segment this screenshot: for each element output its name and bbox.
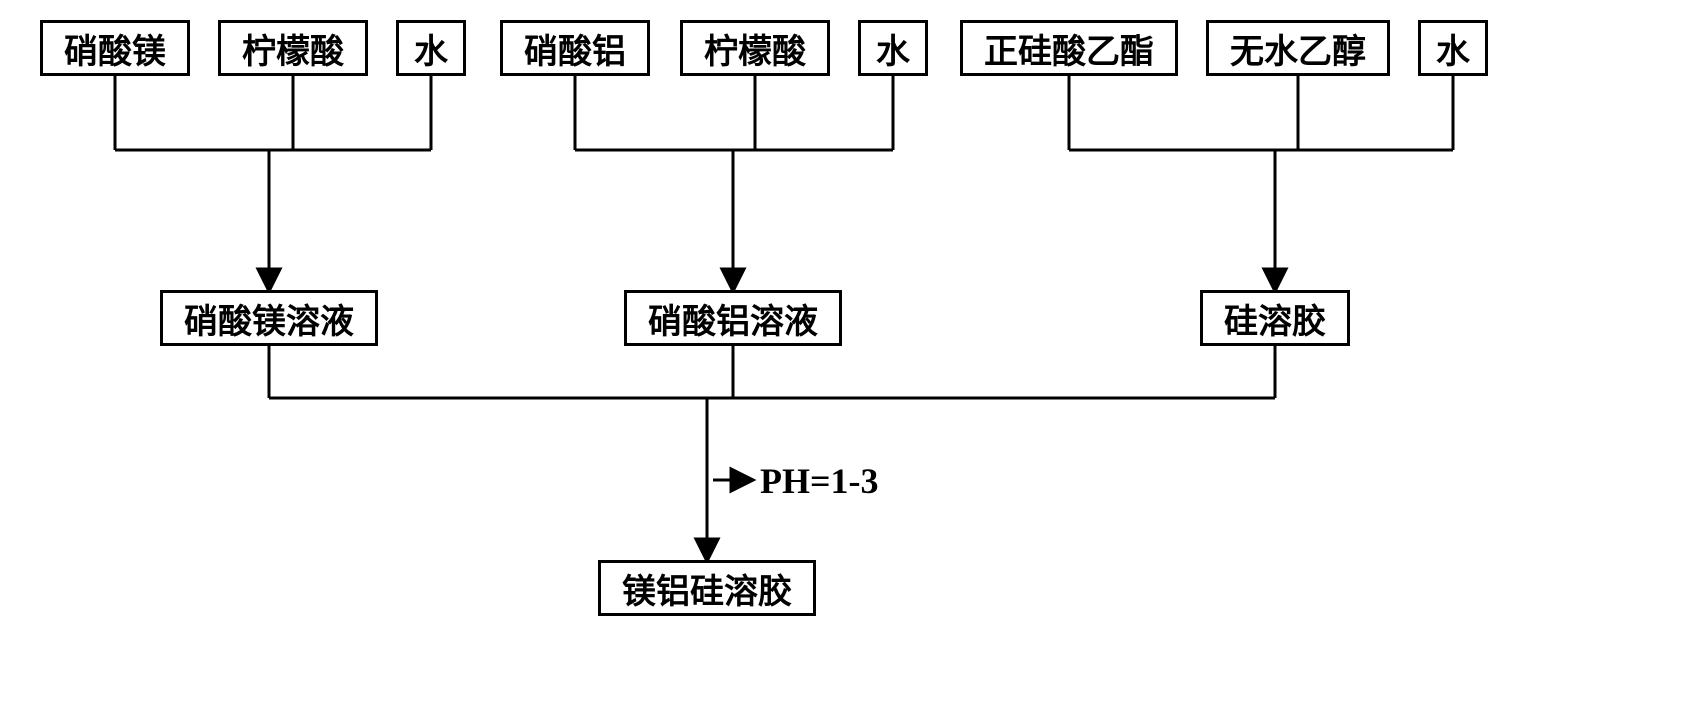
node-label: 柠檬酸 [704, 24, 806, 73]
flowchart-node-c2: 无水乙醇 [1206, 20, 1390, 76]
flowchart-node-a2: 柠檬酸 [218, 20, 368, 76]
flowchart-node-mC: 硅溶胶 [1200, 290, 1350, 346]
node-label: 镁铝硅溶胶 [622, 564, 792, 613]
flowchart-node-b1: 硝酸铝 [500, 20, 650, 76]
flowchart-node-mA: 硝酸镁溶液 [160, 290, 378, 346]
flowchart-node-c3: 水 [1418, 20, 1488, 76]
node-label: 硝酸铝溶液 [648, 294, 818, 343]
flowchart-node-b3: 水 [858, 20, 928, 76]
node-label: 柠檬酸 [242, 24, 344, 73]
flowchart-node-final: 镁铝硅溶胶 [598, 560, 816, 616]
node-label: 水 [414, 24, 448, 73]
flowchart-node-b2: 柠檬酸 [680, 20, 830, 76]
flowchart-node-a3: 水 [396, 20, 466, 76]
flowchart-node-a1: 硝酸镁 [40, 20, 190, 76]
ph-label-text: PH=1-3 [760, 461, 879, 501]
ph-label: PH=1-3 [760, 460, 879, 502]
node-label: 水 [876, 24, 910, 73]
node-label: 硝酸镁溶液 [184, 294, 354, 343]
node-label: 硝酸镁 [64, 24, 166, 73]
node-label: 水 [1436, 24, 1470, 73]
flowchart-edges [0, 0, 1699, 704]
flowchart-node-c1: 正硅酸乙酯 [960, 20, 1178, 76]
node-label: 无水乙醇 [1230, 24, 1366, 73]
node-label: 硝酸铝 [524, 24, 626, 73]
flowchart-node-mB: 硝酸铝溶液 [624, 290, 842, 346]
node-label: 正硅酸乙酯 [984, 24, 1154, 73]
node-label: 硅溶胶 [1224, 294, 1326, 343]
